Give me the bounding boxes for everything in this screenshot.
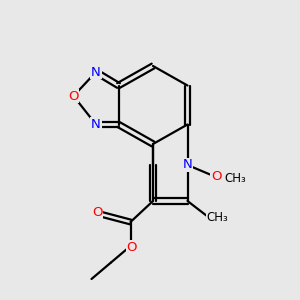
Text: N: N bbox=[183, 158, 192, 172]
Text: O: O bbox=[68, 89, 79, 103]
Text: O: O bbox=[127, 241, 137, 254]
Text: N: N bbox=[91, 65, 101, 79]
Text: CH₃: CH₃ bbox=[207, 211, 228, 224]
Text: O: O bbox=[211, 170, 221, 184]
Text: N: N bbox=[91, 118, 101, 131]
Text: CH₃: CH₃ bbox=[225, 172, 246, 185]
Text: O: O bbox=[92, 206, 103, 220]
